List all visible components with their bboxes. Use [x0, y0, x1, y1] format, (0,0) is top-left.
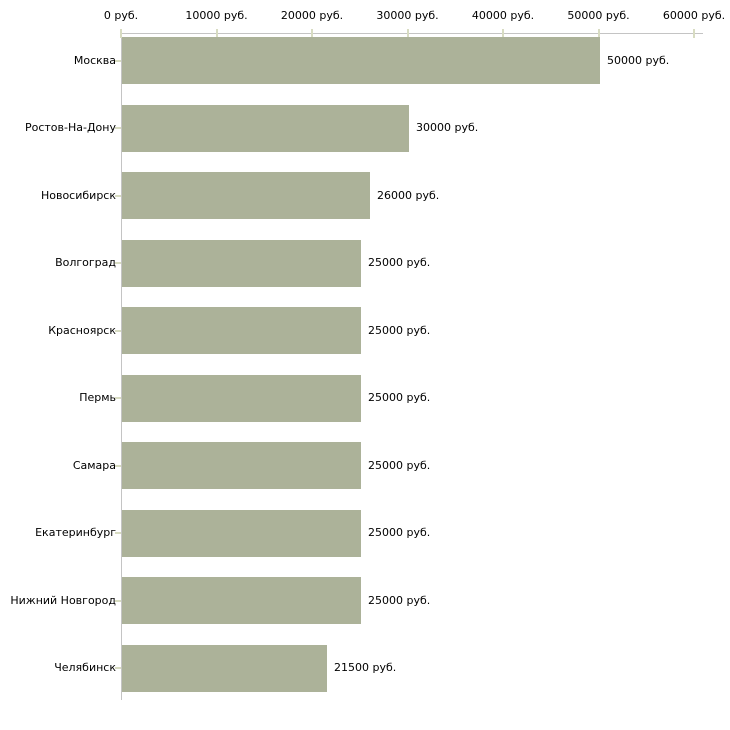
y-axis-tick-mark — [115, 194, 121, 197]
category-label: Самара — [72, 458, 116, 472]
x-axis-tick-mark — [406, 29, 409, 38]
bar — [122, 239, 361, 287]
value-label: 25000 руб. — [368, 323, 431, 337]
y-axis-tick-mark — [115, 667, 121, 669]
x-axis-tick-mark — [693, 29, 695, 38]
y-axis-tick-mark — [115, 262, 121, 264]
category-label: Нижний Новгород — [10, 593, 116, 607]
category-label: Новосибирск — [40, 188, 116, 202]
category-label: Пермь — [79, 391, 116, 404]
bar — [122, 104, 409, 152]
bar — [122, 644, 327, 692]
bar — [122, 172, 370, 219]
x-axis-tick-label: 30000 руб. — [376, 9, 439, 22]
bar — [122, 442, 361, 489]
y-axis-tick-mark — [115, 397, 121, 399]
bar — [122, 37, 600, 84]
bar — [122, 509, 361, 557]
category-label: Москва — [73, 53, 116, 67]
y-axis-line — [121, 33, 122, 700]
y-axis-tick-mark — [115, 599, 121, 602]
x-axis-tick-mark — [215, 29, 218, 38]
bar — [122, 577, 361, 624]
y-axis-tick-mark — [115, 59, 121, 62]
y-axis-tick-mark — [115, 329, 121, 332]
value-label: 30000 руб. — [416, 121, 479, 134]
bar — [122, 374, 361, 422]
x-axis-tick-label: 10000 руб. — [185, 9, 248, 22]
category-label: Волгоград — [55, 256, 116, 269]
value-label: 25000 руб. — [368, 593, 431, 607]
bar — [122, 307, 361, 354]
x-axis-tick-mark — [597, 29, 600, 38]
x-axis-tick-label: 60000 руб. — [662, 9, 726, 22]
value-label: 25000 руб. — [368, 256, 431, 269]
value-label: 21500 руб. — [334, 661, 397, 674]
value-label: 25000 руб. — [368, 458, 431, 472]
category-label: Красноярск — [48, 323, 116, 337]
x-axis-tick-label: 20000 руб. — [280, 9, 344, 22]
value-label: 50000 руб. — [607, 53, 670, 67]
x-axis-line — [121, 33, 703, 34]
x-axis-tick-mark — [120, 29, 122, 38]
category-label: Ростов-На-Дону — [24, 121, 116, 134]
y-axis-tick-mark — [115, 464, 121, 467]
x-axis-tick-label: 50000 руб. — [567, 9, 630, 22]
y-axis-tick-mark — [115, 532, 121, 534]
value-label: 25000 руб. — [368, 391, 431, 404]
x-axis-tick-label: 40000 руб. — [471, 9, 535, 22]
x-axis-tick-mark — [311, 29, 313, 38]
category-label: Челябинск — [54, 661, 116, 674]
y-axis-tick-mark — [115, 127, 121, 129]
value-label: 25000 руб. — [368, 526, 431, 539]
x-axis-tick-label: 0 руб. — [103, 9, 139, 22]
value-label: 26000 руб. — [377, 188, 440, 202]
category-label: Екатеринбург — [35, 526, 116, 539]
x-axis-tick-mark — [502, 29, 504, 38]
